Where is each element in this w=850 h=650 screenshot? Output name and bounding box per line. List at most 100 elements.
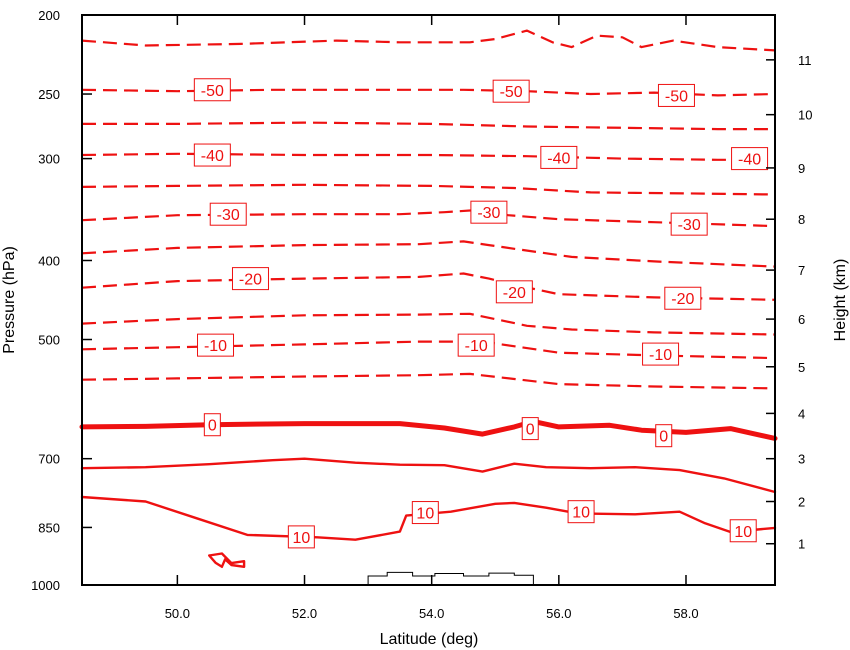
contour-label-text: -10 bbox=[204, 338, 227, 355]
plot-frame bbox=[81, 14, 776, 586]
contour-label-box bbox=[197, 333, 235, 357]
contour-line bbox=[81, 152, 775, 161]
contour-label-text: -40 bbox=[201, 148, 224, 165]
contour-labels: -50 -50 -50 -40 -40 -40 -30 -30 -30 -20 -20 -20 -10 -… bbox=[193, 78, 769, 549]
contour-label-box bbox=[203, 413, 221, 437]
y-tick-label: 200 bbox=[38, 8, 60, 23]
contour-label-box bbox=[470, 200, 508, 224]
contour-label-text: -30 bbox=[678, 217, 701, 234]
y2-tick-label: 9 bbox=[798, 161, 805, 176]
contour-label-box bbox=[193, 78, 231, 102]
contour-label: -40 bbox=[731, 147, 769, 171]
contour-label: 0 bbox=[655, 424, 673, 448]
y2-tick-label: 2 bbox=[798, 495, 805, 510]
x-tick-label: 58.0 bbox=[673, 606, 698, 621]
contour-label-box bbox=[642, 342, 680, 366]
contour-label-box bbox=[729, 519, 757, 543]
contour-label-box bbox=[209, 202, 247, 226]
contour-line bbox=[81, 29, 776, 52]
contour-label-text: -50 bbox=[201, 83, 224, 100]
contour-label: -40 bbox=[540, 145, 578, 169]
contour-label-text: -30 bbox=[217, 207, 240, 224]
contour-label-box bbox=[411, 501, 439, 525]
contour-label: 10 bbox=[729, 519, 757, 543]
contour-label: -30 bbox=[470, 200, 508, 224]
contour-label: -30 bbox=[209, 202, 247, 226]
contour-line bbox=[81, 240, 776, 268]
contour-label-box bbox=[567, 500, 595, 524]
contour-label-text: -30 bbox=[477, 205, 500, 222]
contour-label-text: 10 bbox=[572, 505, 590, 522]
contour-line bbox=[81, 372, 776, 390]
contour-label: 10 bbox=[411, 501, 439, 525]
contour-label-box bbox=[193, 143, 231, 167]
contour-label-text: -40 bbox=[738, 152, 761, 169]
contour-label-box bbox=[670, 212, 708, 236]
contour-line bbox=[81, 312, 776, 336]
contour-label: -10 bbox=[642, 342, 680, 366]
x-tick-label: 56.0 bbox=[546, 606, 571, 621]
contour-label-box bbox=[492, 79, 530, 103]
contour-label: -10 bbox=[197, 333, 235, 357]
contour-label-text: -50 bbox=[665, 88, 688, 105]
contour-label: 10 bbox=[567, 500, 595, 524]
contour-label: -30 bbox=[670, 212, 708, 236]
y-tick-label: 700 bbox=[38, 452, 60, 467]
y2-tick-label: 10 bbox=[798, 108, 812, 123]
contour-label: -50 bbox=[657, 83, 695, 107]
contour-label-text: 0 bbox=[208, 418, 217, 435]
y2-tick-label: 3 bbox=[798, 452, 805, 467]
y-tick-label: 1000 bbox=[31, 578, 60, 593]
contour-label: -50 bbox=[492, 79, 530, 103]
contour-label-text: -10 bbox=[465, 338, 488, 355]
contour-label: 10 bbox=[287, 525, 315, 549]
contour-label-text: -10 bbox=[649, 347, 672, 364]
y2-tick-label: 7 bbox=[798, 263, 805, 278]
contour-label-text: -20 bbox=[503, 285, 526, 302]
contour-label: 0 bbox=[203, 413, 221, 437]
contour-label: -20 bbox=[664, 286, 702, 310]
contour-line bbox=[80, 457, 777, 494]
contour-label-text: 10 bbox=[416, 506, 434, 523]
contour-line bbox=[80, 495, 777, 541]
contour-label: -20 bbox=[231, 267, 269, 291]
contour-line bbox=[82, 121, 775, 131]
terrain-outline bbox=[367, 571, 534, 585]
contour-label: 0 bbox=[521, 417, 539, 441]
contour-label-text: 10 bbox=[734, 524, 752, 541]
contour-label-text: -40 bbox=[547, 150, 570, 167]
terrain-line bbox=[367, 571, 534, 585]
contour-label: -10 bbox=[457, 333, 495, 357]
y-tick-label: 400 bbox=[38, 253, 60, 268]
x-axis-title: Latitude (deg) bbox=[380, 631, 479, 648]
contour-label: -20 bbox=[495, 280, 533, 304]
x-tick-label: 50.0 bbox=[165, 606, 190, 621]
contour-label-box bbox=[457, 333, 495, 357]
contour-line bbox=[81, 183, 776, 196]
contour-label: -50 bbox=[193, 78, 231, 102]
contour-label-box bbox=[521, 417, 539, 441]
y2-tick-label: 5 bbox=[798, 360, 805, 375]
y2-tick-label: 6 bbox=[798, 312, 805, 327]
contour-label-text: -20 bbox=[671, 291, 694, 308]
y2-tick-label: 1 bbox=[798, 537, 805, 552]
contour-label-box bbox=[731, 147, 769, 171]
y-axis-title: Pressure (hPa) bbox=[1, 246, 18, 354]
y-tick-label: 850 bbox=[38, 520, 60, 535]
y-tick-label: 250 bbox=[38, 87, 60, 102]
y-tick-label: 500 bbox=[38, 333, 60, 348]
contour-label-text: 0 bbox=[526, 422, 535, 439]
y2-tick-label: 8 bbox=[798, 212, 805, 227]
contour-label-text: 10 bbox=[292, 530, 310, 547]
contour-label-box bbox=[657, 83, 695, 107]
contour-label-box bbox=[495, 280, 533, 304]
y2-tick-label: 11 bbox=[798, 53, 812, 68]
x-tick-label: 52.0 bbox=[292, 606, 317, 621]
contour-label-box bbox=[540, 145, 578, 169]
y2-axis-title: Height (km) bbox=[832, 259, 849, 342]
contour-label-box bbox=[664, 286, 702, 310]
ticks: 50.0 52.0 54.0 56.0 58.020025030040050070085… bbox=[31, 8, 812, 621]
y-tick-label: 300 bbox=[38, 152, 60, 167]
contour-label-text: -50 bbox=[500, 84, 523, 101]
